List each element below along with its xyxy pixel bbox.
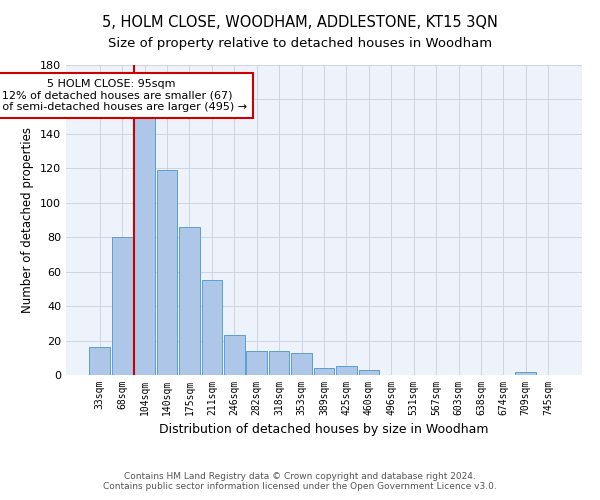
Bar xyxy=(134,116,155,375)
Bar xyxy=(336,366,357,375)
Bar xyxy=(359,370,379,375)
Bar xyxy=(224,336,245,375)
Bar xyxy=(89,348,110,375)
Bar xyxy=(179,227,200,375)
Bar xyxy=(202,280,222,375)
Bar xyxy=(269,351,289,375)
X-axis label: Distribution of detached houses by size in Woodham: Distribution of detached houses by size … xyxy=(159,424,489,436)
Text: Contains HM Land Registry data © Crown copyright and database right 2024.
Contai: Contains HM Land Registry data © Crown c… xyxy=(103,472,497,491)
Text: 5 HOLM CLOSE: 95sqm
← 12% of detached houses are smaller (67)
88% of semi-detach: 5 HOLM CLOSE: 95sqm ← 12% of detached ho… xyxy=(0,79,248,112)
Bar xyxy=(314,368,334,375)
Bar xyxy=(291,352,312,375)
Text: 5, HOLM CLOSE, WOODHAM, ADDLESTONE, KT15 3QN: 5, HOLM CLOSE, WOODHAM, ADDLESTONE, KT15… xyxy=(102,15,498,30)
Bar xyxy=(157,170,178,375)
Bar xyxy=(247,351,267,375)
Bar xyxy=(515,372,536,375)
Y-axis label: Number of detached properties: Number of detached properties xyxy=(22,127,34,313)
Bar xyxy=(112,237,133,375)
Text: Size of property relative to detached houses in Woodham: Size of property relative to detached ho… xyxy=(108,38,492,51)
